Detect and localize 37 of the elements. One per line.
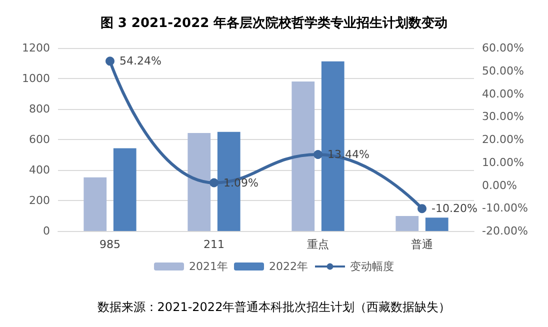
x-tick-label: 985	[100, 238, 120, 251]
y2-tick-label: 20.00%	[482, 133, 524, 146]
y-tick-label: 1200	[22, 42, 50, 54]
y2-tick-label: -10.00%	[482, 202, 528, 215]
x-tick-label: 普通	[411, 238, 433, 251]
bar	[84, 177, 107, 231]
y-tick-label: 800	[29, 102, 50, 116]
y-tick-label: 200	[29, 194, 50, 207]
y2-tick-label: 60.00%	[482, 42, 524, 54]
y2-tick-label: -20.00%	[482, 224, 528, 238]
x-tick-label: 211	[204, 238, 224, 251]
point	[418, 204, 426, 214]
y2-tick-label: 0.00%	[482, 178, 517, 192]
y-tick-label: 1000	[22, 72, 50, 85]
source-note: 数据来源：2021-2022年普通本科批次招生计划（西藏数据缺失）	[97, 300, 451, 314]
y-tick-label: 400	[29, 164, 50, 176]
point	[314, 150, 322, 160]
y2-tick-label: 10.00%	[482, 156, 524, 169]
legend-label: 2022年	[269, 260, 308, 273]
y-tick-label: 600	[29, 133, 50, 146]
x-tick-label: 重点	[307, 238, 329, 251]
data-label: 54.24%	[120, 54, 162, 68]
point	[106, 56, 114, 66]
y2-tick-label: 50.00%	[482, 64, 524, 78]
y2-tick-label: 30.00%	[482, 110, 524, 124]
legend-label: 变动幅度	[350, 260, 394, 273]
chart-title: 图 3 2021-2022 年各层次院校哲学类专业招生计划数变动	[100, 15, 448, 31]
bar	[425, 218, 448, 231]
bar	[396, 216, 419, 231]
bar	[113, 148, 136, 231]
legend-label: 2021年	[189, 260, 228, 273]
y2-tick-label: 40.00%	[482, 87, 524, 100]
point	[210, 178, 218, 188]
bar	[292, 82, 315, 231]
bar	[188, 132, 211, 231]
data-label: -10.20%	[432, 202, 478, 216]
y-tick-label: 0	[43, 224, 50, 238]
